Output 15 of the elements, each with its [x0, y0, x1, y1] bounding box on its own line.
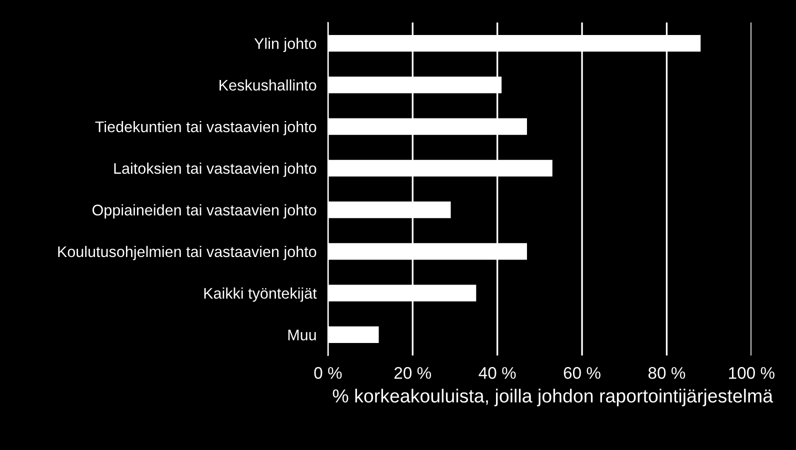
- y-tick-label: Keskushallinto: [220, 79, 316, 91]
- x-tick-label: 20 %: [394, 367, 432, 379]
- x-axis-title: % korkeakouluista, joilla johdon raportointijärjestelmä: [332, 388, 774, 406]
- y-tick-label: Kaikki työntekijät: [204, 288, 317, 302]
- y-tick-label: Ylin johto: [254, 38, 316, 52]
- x-tick-label: 60 %: [564, 367, 600, 379]
- y-tick-label: Laitoksien tai vastaavien johto: [114, 162, 316, 177]
- x-tick-label: 100 %: [729, 367, 774, 379]
- y-tick-label: Koulutusohjelmien tai vastaavien johto: [58, 246, 316, 260]
- y-tick-label: Oppiaineiden tai vastaavien johto: [92, 204, 316, 219]
- x-tick-label: 80 %: [648, 367, 686, 379]
- x-tick-label: 40 %: [478, 367, 516, 379]
- y-tick-label: Muu: [288, 330, 316, 340]
- x-tick-label: 0 %: [314, 367, 342, 379]
- y-tick-label: Tiedekuntien tai vastaavien johto: [95, 121, 316, 136]
